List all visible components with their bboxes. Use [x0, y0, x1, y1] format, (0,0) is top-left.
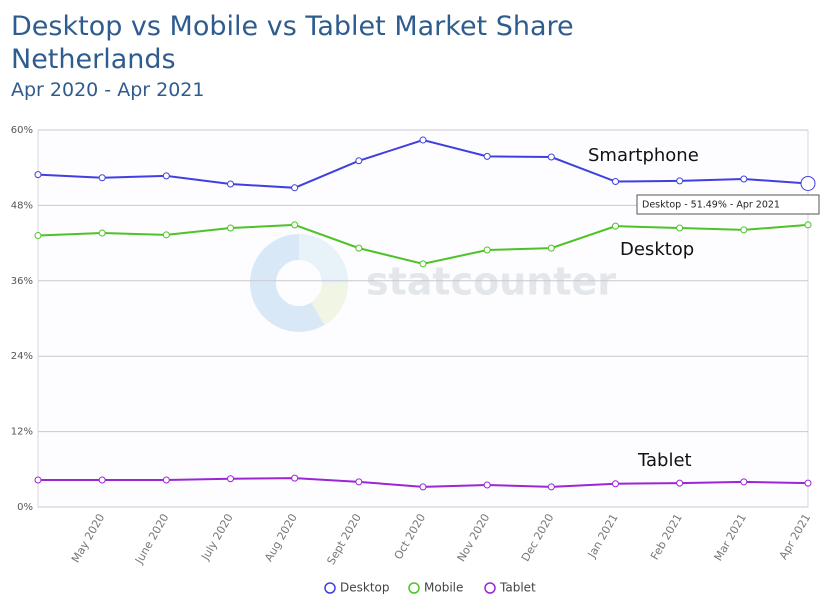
data-point: [162, 172, 170, 180]
x-tick-label: Oct 2020: [392, 512, 429, 562]
x-tick-label: Dec 2020: [519, 512, 557, 564]
data-point: [483, 246, 491, 254]
x-tick-label: June 2020: [132, 512, 171, 567]
data-point: [612, 222, 619, 230]
data-point: [547, 244, 555, 252]
data-point: [804, 221, 812, 229]
annotation: Tablet: [637, 450, 692, 471]
hover-marker: [800, 175, 816, 191]
legend-item[interactable]: Desktop: [324, 581, 390, 595]
y-tick-label: 60%: [11, 125, 33, 136]
annotation: Smartphone: [588, 145, 699, 166]
plot-area: [37, 129, 809, 508]
x-tick-label: May 2020: [69, 512, 107, 565]
data-point: [98, 174, 106, 182]
legend-label: Tablet: [499, 581, 536, 595]
data-point: [740, 478, 748, 486]
data-point: [291, 184, 299, 192]
data-point: [547, 153, 555, 161]
x-tick-label: Feb 2021: [648, 512, 685, 563]
data-point: [547, 483, 555, 491]
data-point: [98, 476, 106, 484]
y-tick-label: 48%: [11, 200, 33, 211]
data-point: [419, 260, 427, 268]
tooltip: Desktop - 51.49% - Apr 2021: [642, 200, 780, 211]
data-point: [291, 221, 299, 229]
data-point: [355, 478, 363, 486]
data-point: [612, 178, 619, 186]
data-point: [227, 180, 234, 188]
y-tick-label: 36%: [11, 276, 33, 287]
data-point: [740, 226, 748, 234]
x-tick-label: Sept 2020: [324, 512, 364, 567]
y-tick-label: 24%: [11, 351, 33, 362]
legend-item[interactable]: Tablet: [484, 581, 536, 595]
tooltip-box: [636, 194, 820, 215]
legend-label: Desktop: [340, 581, 390, 595]
data-point: [355, 244, 363, 252]
x-tick-label: July 2020: [198, 512, 235, 564]
data-point: [227, 475, 234, 483]
y-tick-label: 12%: [11, 427, 33, 438]
y-tick-label: 0%: [17, 502, 33, 513]
legend-marker: [408, 582, 420, 594]
data-point: [34, 476, 42, 484]
data-point: [483, 481, 491, 489]
data-point: [483, 152, 491, 160]
watermark-logo: [250, 234, 348, 332]
data-point: [355, 157, 363, 165]
data-point: [291, 474, 299, 482]
watermark: statcounter: [366, 260, 616, 304]
data-point: [612, 480, 619, 488]
data-point: [34, 232, 42, 240]
data-point: [162, 231, 170, 239]
data-point: [419, 483, 427, 491]
legend-item[interactable]: Mobile: [408, 581, 463, 595]
chart-title: Desktop vs Mobile vs Tablet Market Share…: [11, 11, 574, 75]
chart-subtitle: Apr 2020 - Apr 2021: [11, 79, 205, 101]
data-point: [419, 136, 427, 144]
data-point: [227, 224, 234, 232]
data-point: [676, 224, 684, 232]
data-point: [804, 479, 812, 487]
data-point: [162, 476, 170, 484]
data-point: [676, 177, 684, 185]
annotation: Desktop: [620, 239, 694, 260]
x-tick-label: Apr 2021: [777, 512, 814, 562]
data-point: [98, 229, 106, 237]
legend-marker: [484, 582, 496, 594]
data-point: [740, 175, 748, 183]
data-point: [34, 171, 42, 179]
x-tick-label: Mar 2021: [712, 512, 749, 564]
x-tick-label: Nov 2020: [455, 511, 493, 563]
x-tick-label: Aug 2020: [262, 512, 300, 564]
x-tick-label: Jan 2021: [585, 512, 621, 561]
data-point: [676, 479, 684, 487]
legend-marker: [324, 582, 336, 594]
legend-label: Mobile: [424, 581, 463, 595]
